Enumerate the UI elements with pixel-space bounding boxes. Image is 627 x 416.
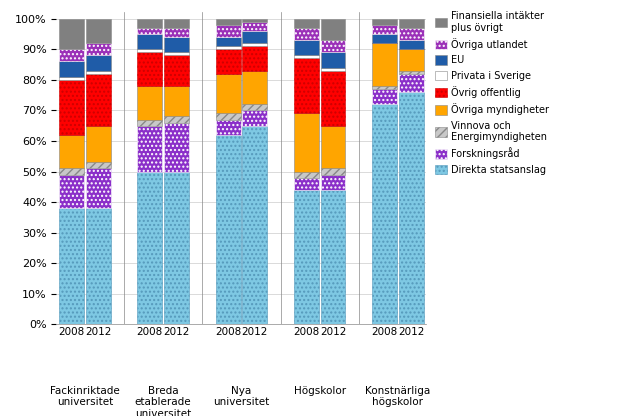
Text: Fackinriktade
universitet: Fackinriktade universitet bbox=[50, 386, 120, 407]
Bar bbox=[137, 171, 162, 324]
Bar bbox=[59, 49, 84, 62]
Bar bbox=[242, 22, 267, 31]
Bar bbox=[137, 34, 162, 49]
Bar bbox=[86, 126, 111, 162]
Bar bbox=[59, 208, 84, 324]
Bar bbox=[86, 74, 111, 126]
Bar bbox=[399, 92, 424, 324]
Bar bbox=[59, 62, 84, 77]
Bar bbox=[320, 40, 345, 52]
Bar bbox=[59, 135, 84, 168]
Bar bbox=[320, 175, 345, 190]
Text: Nya
universitet: Nya universitet bbox=[213, 386, 270, 407]
Bar bbox=[294, 171, 319, 178]
Bar bbox=[320, 52, 345, 67]
Bar bbox=[294, 40, 319, 55]
Bar bbox=[137, 19, 162, 28]
Bar bbox=[216, 135, 241, 324]
Bar bbox=[399, 40, 424, 49]
Bar bbox=[399, 49, 424, 71]
Bar bbox=[86, 43, 111, 55]
Bar bbox=[216, 74, 241, 114]
Bar bbox=[137, 86, 162, 119]
Bar bbox=[164, 171, 189, 324]
Bar bbox=[164, 116, 189, 123]
Bar bbox=[216, 49, 241, 74]
Bar bbox=[399, 19, 424, 28]
Bar bbox=[216, 119, 241, 135]
Bar bbox=[137, 126, 162, 171]
Bar bbox=[320, 126, 345, 168]
Bar bbox=[59, 80, 84, 135]
Bar bbox=[242, 71, 267, 104]
Bar bbox=[216, 114, 241, 119]
Bar bbox=[242, 19, 267, 22]
Bar bbox=[242, 126, 267, 324]
Bar bbox=[216, 25, 241, 37]
Bar bbox=[372, 34, 397, 43]
Bar bbox=[164, 86, 189, 116]
Bar bbox=[137, 49, 162, 52]
Bar bbox=[372, 104, 397, 324]
Text: Breda
etablerade
universitet: Breda etablerade universitet bbox=[135, 386, 191, 416]
Bar bbox=[164, 55, 189, 86]
Bar bbox=[137, 28, 162, 34]
Bar bbox=[86, 19, 111, 43]
Bar bbox=[399, 71, 424, 74]
Bar bbox=[86, 162, 111, 168]
Bar bbox=[294, 114, 319, 171]
Bar bbox=[216, 37, 241, 46]
Text: Högskolor: Högskolor bbox=[293, 386, 345, 396]
Bar bbox=[372, 43, 397, 86]
Bar bbox=[242, 46, 267, 71]
Bar bbox=[164, 19, 189, 28]
Bar bbox=[164, 28, 189, 37]
Bar bbox=[320, 19, 345, 40]
Bar bbox=[320, 168, 345, 175]
Bar bbox=[320, 71, 345, 126]
Bar bbox=[294, 190, 319, 324]
Bar bbox=[86, 71, 111, 74]
Bar bbox=[372, 19, 397, 25]
Bar bbox=[86, 168, 111, 208]
Bar bbox=[59, 19, 84, 49]
Bar bbox=[294, 178, 319, 190]
Bar bbox=[137, 52, 162, 86]
Bar bbox=[86, 208, 111, 324]
Bar bbox=[372, 89, 397, 104]
Bar bbox=[164, 123, 189, 171]
Bar bbox=[59, 77, 84, 80]
Bar bbox=[86, 55, 111, 71]
Text: Konstnärliga
högskolor: Konstnärliga högskolor bbox=[366, 386, 431, 407]
Bar bbox=[59, 175, 84, 208]
Bar bbox=[399, 28, 424, 40]
Bar bbox=[242, 104, 267, 110]
Bar bbox=[320, 67, 345, 71]
Legend: Finansiella intäkter
plus övrigt, Övriga utlandet, EU, Privata i Sverige, Övrig : Finansiella intäkter plus övrigt, Övriga… bbox=[435, 11, 549, 175]
Bar bbox=[242, 43, 267, 46]
Bar bbox=[372, 86, 397, 89]
Bar bbox=[294, 28, 319, 40]
Bar bbox=[294, 58, 319, 114]
Bar bbox=[294, 19, 319, 28]
Bar bbox=[320, 190, 345, 324]
Bar bbox=[242, 110, 267, 126]
Bar bbox=[137, 119, 162, 126]
Bar bbox=[242, 31, 267, 43]
Bar bbox=[294, 55, 319, 58]
Bar bbox=[164, 37, 189, 52]
Bar bbox=[399, 74, 424, 92]
Bar bbox=[164, 52, 189, 55]
Bar bbox=[216, 19, 241, 25]
Bar bbox=[216, 46, 241, 49]
Bar bbox=[372, 25, 397, 34]
Bar bbox=[59, 168, 84, 175]
